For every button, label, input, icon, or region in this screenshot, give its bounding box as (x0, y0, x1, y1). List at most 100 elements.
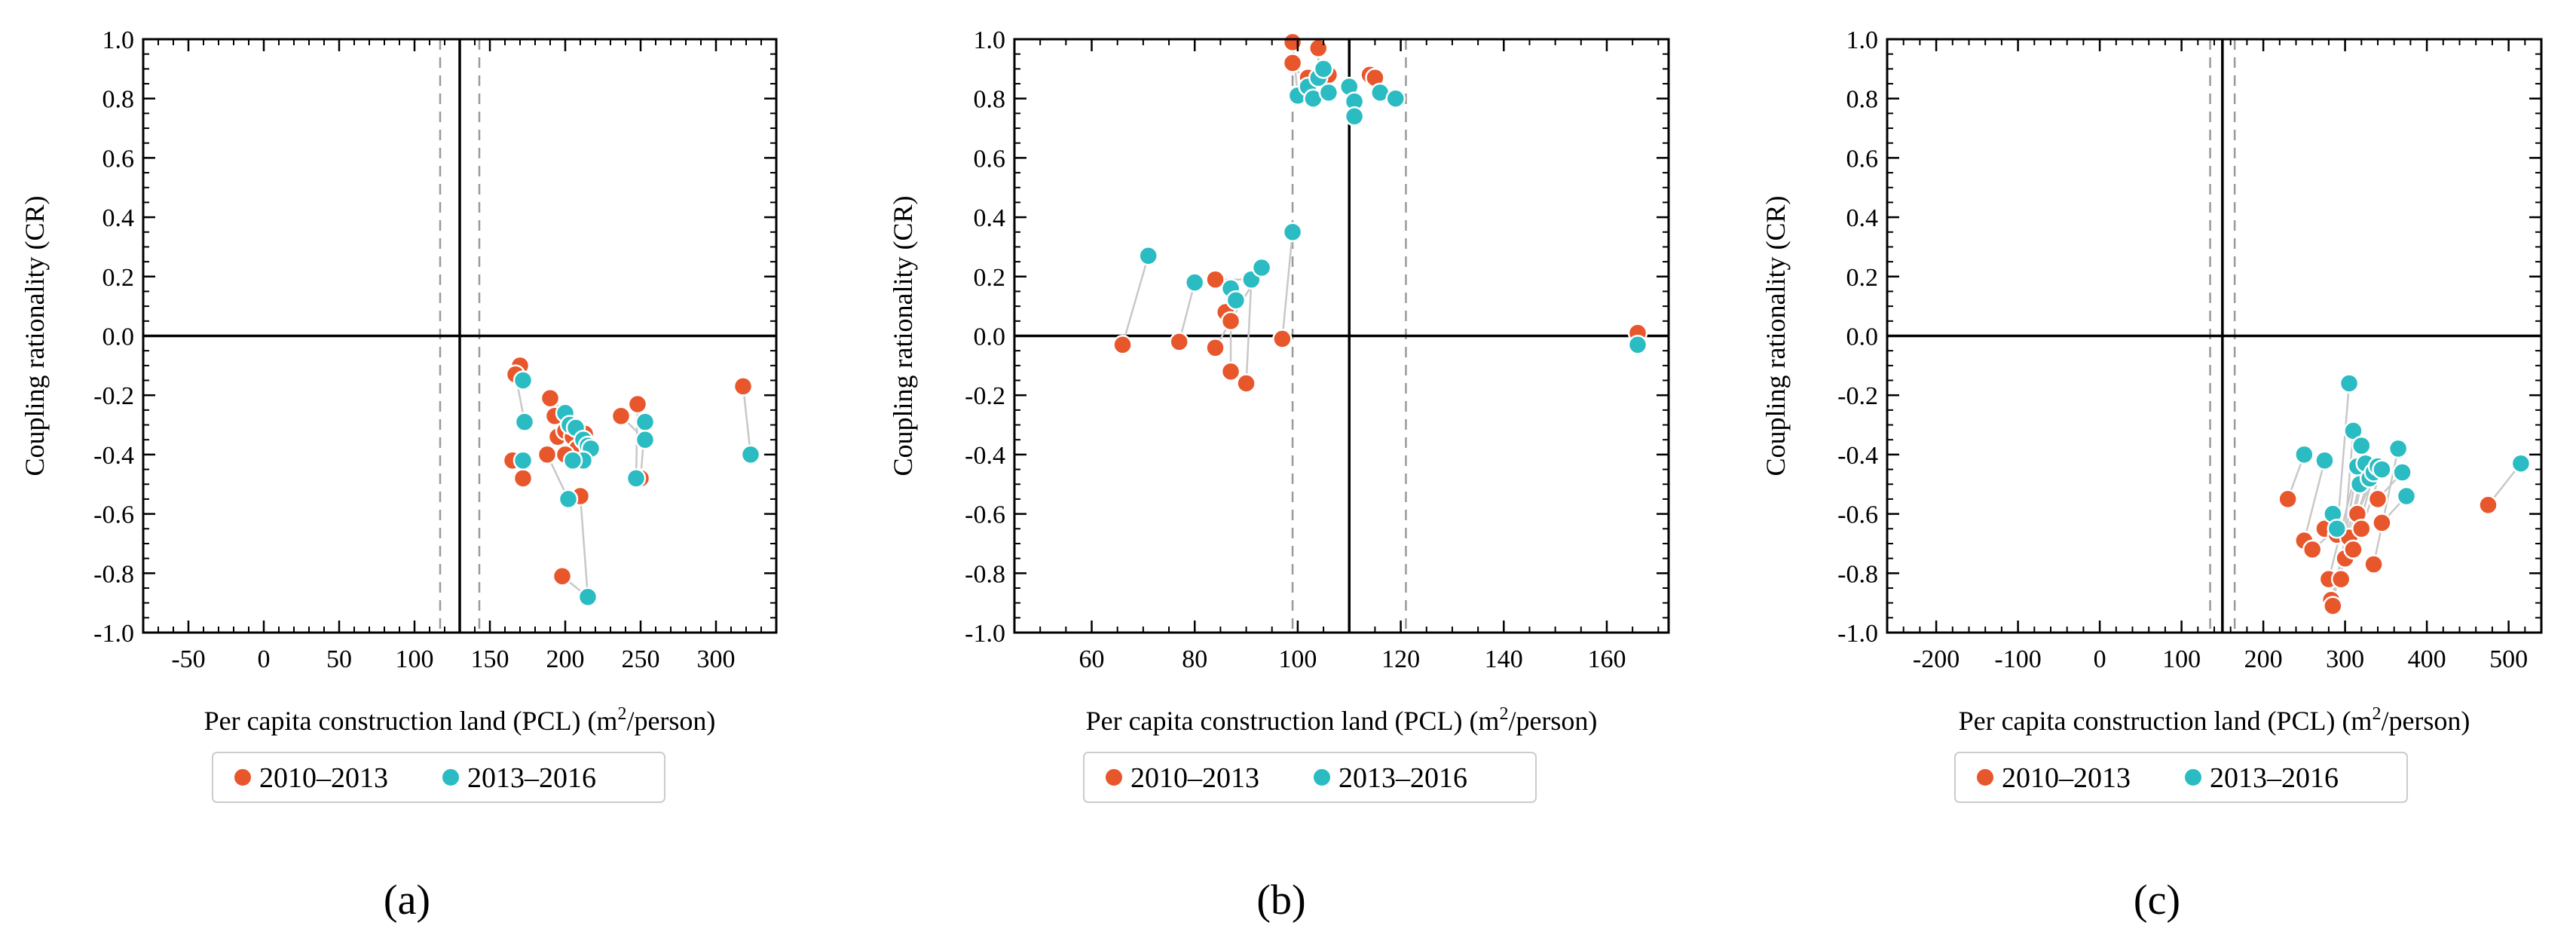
y-tick-label: 0.0 (102, 323, 135, 351)
point-2013-2016 (2372, 459, 2392, 480)
y-tick-label: 0.0 (974, 323, 1006, 351)
y-axis-label: Coupling rationality (CR) (1761, 196, 1791, 477)
point-2010-2013 (540, 388, 561, 409)
y-tick-label: -1.0 (93, 620, 134, 648)
point-2010-2013 (1282, 53, 1303, 73)
point-2013-2016 (2392, 462, 2412, 483)
point-2013-2016 (1138, 246, 1158, 266)
legend-marker-2013-2016 (2183, 768, 2203, 787)
panel-c: -200 -100 0 100 200 300 400 500 -1.0 -0.8 -0.6 -0.4… (1761, 26, 2543, 924)
link-line (1281, 231, 1294, 339)
x-tick-label: 400 (2408, 645, 2446, 673)
link-line (1245, 279, 1253, 384)
link-line (1178, 282, 1196, 342)
y-tick-label: -0.2 (1837, 382, 1878, 410)
y-tick-label: -0.2 (965, 382, 1005, 410)
x-tick-label: 150 (471, 645, 509, 673)
point-2013-2016 (1318, 82, 1339, 103)
point-2013-2016 (1282, 222, 1303, 243)
y-tick-label: 0.2 (974, 264, 1006, 292)
x-tick-label: 100 (2162, 645, 2201, 673)
point-2013-2016 (740, 444, 761, 465)
y-tick-label: -0.8 (965, 560, 1005, 588)
y-tick-label: 0.0 (1846, 323, 1879, 351)
point-2013-2016 (1627, 335, 1648, 355)
panel-label: (a) (384, 877, 430, 924)
x-axis-label: Per capita construction land (PCL) (m2/p… (1086, 704, 1598, 736)
point-2010-2013 (537, 444, 558, 465)
point-2010-2013 (627, 394, 648, 415)
x-tick-label: 120 (1381, 645, 1420, 673)
x-tick-label: 60 (1079, 645, 1105, 673)
x-tick-label: 300 (697, 645, 736, 673)
y-axis-label: Coupling rationality (CR) (20, 196, 50, 477)
point-2010-2013 (1282, 32, 1303, 53)
x-tick-label: -100 (1994, 645, 2041, 673)
legend-label-2013-2016: 2013–2016 (467, 762, 596, 794)
point-2010-2013 (1169, 332, 1189, 352)
point-2010-2013 (2302, 539, 2323, 560)
point-2013-2016 (562, 450, 583, 471)
legend-label-2010-2013: 2010–2013 (1130, 762, 1259, 794)
panel-label: (c) (2134, 877, 2180, 924)
point-2013-2016 (558, 489, 579, 510)
point-2010-2013 (2363, 554, 2384, 575)
legend-label-2013-2016: 2013–2016 (2210, 762, 2339, 794)
x-tick-label: 0 (258, 645, 271, 673)
x-tick-label: 500 (2489, 645, 2528, 673)
y-tick-label: 0.8 (1846, 86, 1879, 114)
legend-marker-2013-2016 (441, 768, 460, 787)
point-2013-2016 (2314, 450, 2335, 471)
y-tick-label: -0.6 (1837, 501, 1878, 529)
point-2013-2016 (577, 587, 598, 608)
point-2013-2016 (2294, 444, 2314, 465)
point-2010-2013 (1308, 38, 1329, 59)
y-tick-label: 0.2 (102, 264, 135, 292)
y-tick-label: 0.6 (974, 145, 1006, 173)
y-tick-label: -0.8 (1837, 560, 1878, 588)
x-tick-label: 160 (1587, 645, 1626, 673)
x-tick-label: 50 (326, 645, 352, 673)
x-tick-label: 0 (2094, 645, 2106, 673)
x-tick-label: 250 (622, 645, 660, 673)
link-line (742, 386, 752, 455)
link-line (2303, 460, 2326, 541)
point-2013-2016 (1313, 59, 1334, 79)
y-tick-label: -0.6 (93, 501, 134, 529)
point-2010-2013 (2478, 495, 2498, 516)
point-2013-2016 (626, 468, 647, 489)
legend-box (1083, 752, 1537, 803)
point-2010-2013 (610, 406, 632, 426)
point-2013-2016 (2327, 519, 2347, 539)
legend-label-2010-2013: 2010–2013 (259, 762, 388, 794)
y-tick-label: -1.0 (1837, 620, 1878, 648)
y-tick-label: 0.6 (1846, 145, 1879, 173)
point-2013-2016 (635, 429, 656, 450)
point-2010-2013 (2323, 596, 2343, 616)
point-2013-2016 (2351, 435, 2372, 456)
x-tick-label: -200 (1913, 645, 1960, 673)
y-tick-label: -0.4 (1837, 442, 1878, 470)
x-axis-label: Per capita construction land (PCL) (m2/p… (1959, 704, 2470, 736)
point-2010-2013 (1220, 361, 1241, 382)
y-tick-label: -0.4 (965, 442, 1005, 470)
point-2013-2016 (512, 370, 534, 391)
legend-marker-2010-2013 (233, 768, 252, 787)
panel-b: 60 80 100 120 140 160 -1.0 -0.8 -0.6 -0.4 -0.2 0.0 0… (888, 26, 1670, 924)
y-tick-label: -1.0 (965, 620, 1005, 648)
point-2013-2016 (1184, 272, 1205, 293)
y-tick-label: 0.4 (102, 204, 135, 232)
legend-box (212, 752, 665, 803)
y-tick-label: 0.6 (102, 145, 135, 173)
point-2010-2013 (1272, 329, 1293, 349)
legend-label-2013-2016: 2013–2016 (1338, 762, 1467, 794)
y-tick-label: 0.4 (1846, 204, 1879, 232)
x-tick-label: 80 (1182, 645, 1207, 673)
point-2013-2016 (512, 450, 534, 471)
y-tick-label: -0.2 (93, 382, 134, 410)
point-2010-2013 (2372, 513, 2392, 533)
point-2013-2016 (2510, 453, 2532, 473)
legend-marker-2013-2016 (1312, 768, 1332, 787)
point-2010-2013 (1205, 337, 1225, 358)
